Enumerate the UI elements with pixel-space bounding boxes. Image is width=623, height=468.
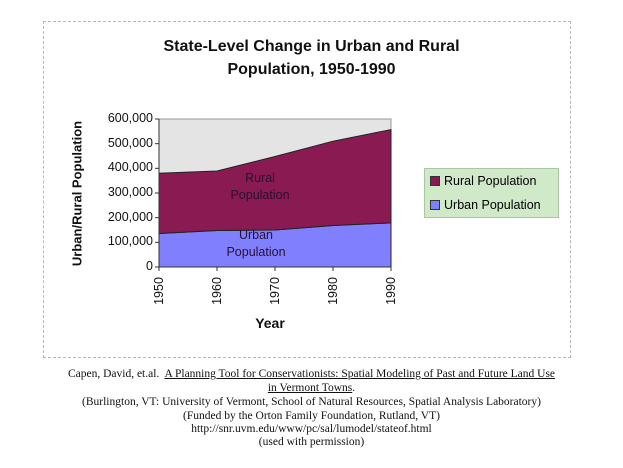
y-tick-label: 100,000 <box>107 234 153 249</box>
urban-swatch-icon <box>430 200 440 210</box>
y-tick-label: 200,000 <box>107 209 153 224</box>
y-tick-label: 600,000 <box>107 111 153 125</box>
chart-title-line-1: State-Level Change in Urban and Rural <box>163 38 460 55</box>
citation-title: A Planning Tool for Conservationists: Sp… <box>164 368 556 380</box>
legend-label: Urban Population <box>444 198 541 212</box>
series-label-rural-population: Population <box>230 188 289 202</box>
y-tick-label: 400,000 <box>107 160 153 175</box>
y-tick-label: 500,000 <box>107 135 153 150</box>
series-label-rural-population: Rural <box>245 171 275 185</box>
x-tick-label: 1970 <box>268 277 282 305</box>
y-tick-label: 0 <box>146 259 153 273</box>
series-label-urban-population: Population <box>226 245 285 259</box>
legend: Rural Population Urban Population <box>424 168 559 218</box>
citation-line-2: in Vermont Towns. <box>267 382 356 394</box>
x-tick-label: 1960 <box>210 277 224 305</box>
x-axis-label: Year <box>255 315 285 331</box>
y-tick-label: 300,000 <box>107 185 153 199</box>
chart-title-line-2: Population, 1950-1990 <box>227 61 396 78</box>
legend-item-urban: Urban Population <box>430 198 541 212</box>
x-tick-label: 1980 <box>326 277 340 305</box>
citation-permission: (used with permission) <box>258 436 365 448</box>
citation-url[interactable]: http://snr.uvm.edu/www/pc/sal/lumodel/st… <box>191 423 432 435</box>
citation-publisher: (Burlington, VT: University of Vermont, … <box>82 396 541 408</box>
chart-frame <box>43 21 571 358</box>
legend-item-rural: Rural Population <box>430 174 536 188</box>
citation-line-1: Capen, David, et.al. A Planning Tool for… <box>0 368 623 380</box>
citation-title-cont: in Vermont Towns <box>267 382 353 394</box>
area-chart: Urban Population Rural Population <box>155 118 392 271</box>
legend-label: Rural Population <box>444 174 537 188</box>
rural-swatch-icon <box>430 176 440 186</box>
x-tick-label: 1990 <box>384 277 398 305</box>
citation-author: Capen, David, et.al. <box>67 368 160 380</box>
series-label-urban-population: Urban <box>239 228 273 242</box>
x-tick-label: 1950 <box>152 277 166 305</box>
citation-funding: (Funded by the Orton Family Foundation, … <box>183 410 440 422</box>
area-rural-population <box>158 128 392 234</box>
